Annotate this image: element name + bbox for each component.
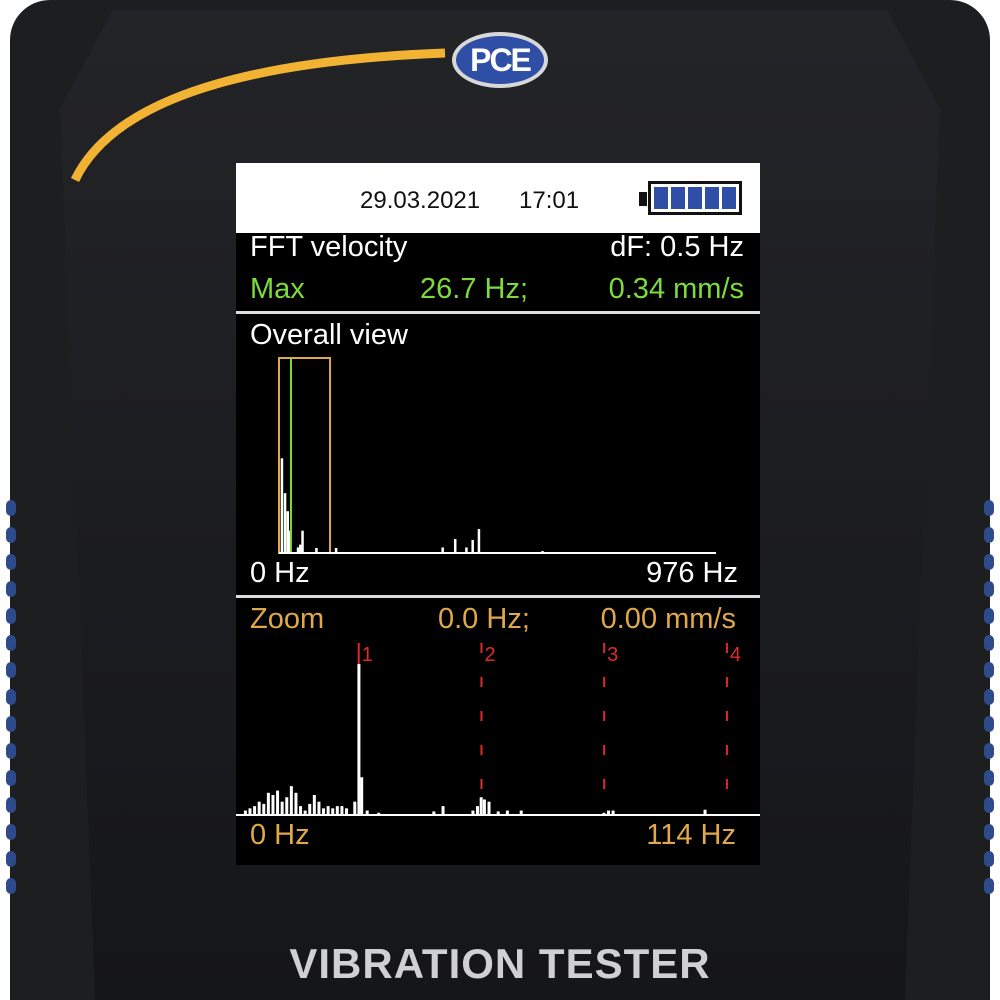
spectrum-bar — [276, 790, 280, 815]
spectrum-bar — [315, 547, 318, 553]
spectrum-bar — [360, 777, 364, 815]
spectrum-bar — [487, 801, 491, 815]
spectrum-bar — [441, 806, 445, 815]
spectrum-bar — [479, 797, 483, 815]
zoom-x-min: 0 Hz — [250, 819, 310, 851]
spectrum-bar — [505, 810, 509, 815]
spectrum-bar — [308, 803, 312, 815]
spectrum-bar — [453, 539, 457, 553]
zoom-spectrum-chart: 1 2 3 4 — [236, 643, 760, 816]
spectrum-bar — [496, 811, 500, 815]
spectrum-bar — [294, 792, 298, 815]
harmonic-marker-label: 2 — [484, 644, 495, 666]
resolution-label: dF: 0.5 Hz — [610, 231, 744, 263]
spectrum-bar — [476, 806, 480, 815]
harmonic-marker-label: 3 — [607, 644, 618, 666]
harmonic-marker-label: 4 — [730, 644, 741, 666]
spectrum-bar — [353, 801, 357, 815]
max-value: 0.34 mm/s — [608, 273, 744, 305]
spectrum-bar — [299, 806, 303, 815]
harmonic-marker-label: 1 — [362, 644, 373, 666]
spectrum-bar — [607, 810, 611, 815]
spectrum-bar — [286, 511, 290, 553]
max-label: Max — [250, 273, 305, 305]
spectrum-bar — [326, 806, 330, 815]
device-label: VIBRATION TESTER — [289, 940, 711, 987]
spectrum-bar — [285, 797, 289, 815]
spectrum-bar — [283, 493, 287, 553]
spectrum-bar — [345, 808, 349, 815]
spectrum-bar — [465, 547, 468, 553]
zoom-cursor-frequency: 0.0 Hz; — [438, 603, 530, 635]
spectrum-bar — [266, 792, 270, 815]
spectrum-bar — [303, 810, 307, 815]
divider — [236, 595, 760, 598]
spectrum-bar — [296, 547, 300, 553]
spectrum-bar — [312, 795, 316, 815]
spectrum-bar — [248, 808, 252, 815]
overall-title: Overall view — [250, 319, 408, 351]
spectrum-bar — [471, 810, 475, 815]
left-grip — [4, 500, 18, 920]
display-screen: 29.03.2021 17:01 FFT velocity dF: 0.5 Hz… — [236, 163, 760, 865]
mode-label: FFT velocity — [250, 231, 408, 263]
right-grip — [982, 500, 996, 920]
overall-spectrum-chart — [278, 357, 716, 554]
overall-x-max: 976 Hz — [646, 557, 738, 589]
spectrum-bar — [334, 547, 338, 553]
spectrum-bar — [357, 664, 361, 815]
spectrum-bar — [471, 539, 474, 553]
spectrum-bar — [253, 806, 257, 815]
spectrum-bar — [280, 458, 284, 553]
brand-logo: PCE — [452, 32, 548, 88]
battery-full-icon — [639, 181, 742, 215]
spectrum-bar — [340, 806, 344, 815]
date: 29.03.2021 — [360, 187, 481, 214]
spectrum-bar — [441, 547, 444, 553]
spectrum-bar — [602, 812, 606, 815]
status-bar: 29.03.2021 17:01 — [236, 163, 760, 233]
zoom-title: Zoom — [250, 603, 325, 635]
max-frequency: 26.7 Hz; — [420, 273, 528, 305]
spectrum-bar — [331, 808, 335, 815]
spectrum-bar — [299, 544, 302, 553]
time: 17:01 — [519, 187, 580, 214]
spectrum-bar — [335, 806, 339, 815]
spectrum-bar — [611, 810, 615, 815]
spectrum-bar — [432, 811, 436, 815]
spectrum-bar — [257, 801, 261, 815]
zoom-cursor-value: 0.00 mm/s — [600, 603, 736, 635]
spectrum-bar — [243, 810, 247, 815]
accent-arc — [70, 48, 446, 182]
spectrum-bar — [365, 810, 369, 815]
spectrum-bar — [519, 810, 523, 815]
spectrum-bar — [289, 786, 293, 815]
spectrum-bar — [271, 795, 275, 815]
spectrum-bar — [322, 808, 326, 815]
spectrum-bar — [301, 530, 304, 553]
spectrum-bar — [377, 812, 381, 815]
divider — [236, 311, 760, 314]
spectrum-bar — [482, 799, 486, 815]
spectrum-bar — [317, 801, 321, 815]
spectrum-bar — [262, 803, 266, 815]
overall-x-min: 0 Hz — [250, 557, 310, 589]
spectrum-bar — [280, 801, 284, 815]
zoom-x-max: 114 Hz — [646, 819, 736, 851]
spectrum-bar — [703, 809, 707, 815]
spectrum-bar — [477, 529, 481, 553]
